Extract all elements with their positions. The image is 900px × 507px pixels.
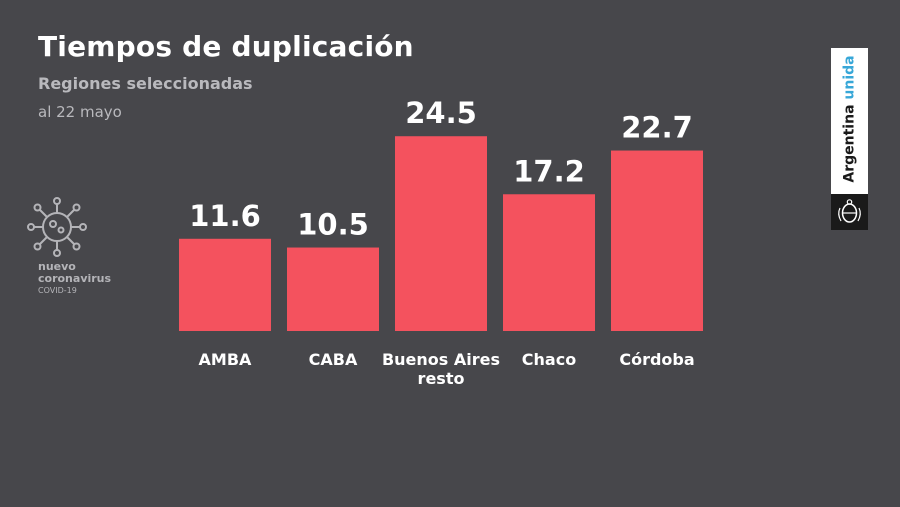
bar-1	[287, 247, 379, 331]
chart-date: al 22 mayo	[38, 103, 122, 121]
value-label-2: 24.5	[405, 96, 477, 130]
covid-label-line2: coronavirus	[38, 272, 112, 285]
bar-2	[395, 136, 487, 331]
coat-of-arms-icon	[831, 194, 868, 230]
bar-0	[179, 238, 271, 331]
category-label-3: Chaco	[522, 350, 576, 369]
chart-subtitle: Regiones seleccionadas	[38, 74, 253, 93]
category-label-0: AMBA	[199, 350, 253, 369]
value-label-1: 10.5	[297, 208, 369, 242]
category-label-2-line0: Buenos Aires	[382, 350, 500, 369]
virus-icon	[27, 197, 87, 257]
category-label-1: CABA	[309, 350, 358, 369]
chart-title: Tiempos de duplicación	[38, 30, 414, 63]
value-label-4: 22.7	[621, 111, 693, 145]
bar-4	[611, 150, 703, 331]
value-label-3: 17.2	[513, 154, 585, 188]
bar-3	[503, 194, 595, 331]
value-label-0: 11.6	[189, 199, 261, 233]
category-label-4: Córdoba	[619, 350, 694, 369]
covid-label-line1: nuevo	[38, 260, 76, 273]
covid-label-line3: COVID-19	[38, 286, 77, 295]
covid-label: nuevo coronavirus COVID-19	[38, 261, 111, 297]
category-label-2-line1: resto	[418, 369, 465, 388]
